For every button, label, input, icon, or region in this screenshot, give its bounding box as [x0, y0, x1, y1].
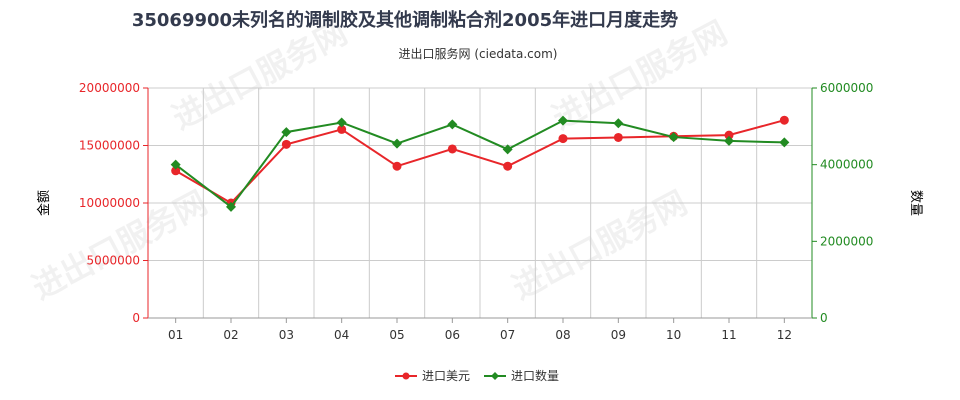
left-axis-title: 金额 — [36, 190, 52, 216]
data-point-import-quantity — [613, 118, 624, 129]
data-point-import-quantity — [447, 119, 458, 130]
data-point-import-usd — [447, 144, 457, 154]
grid-lines — [147, 87, 813, 319]
right-axis-ticks: 0 2000000 4000000 6000000 — [812, 81, 873, 325]
data-point-import-quantity — [668, 132, 679, 143]
data-point-import-quantity — [779, 137, 790, 148]
series-line-import-quantity — [175, 119, 785, 209]
x-tick-label: 01 — [168, 328, 183, 342]
data-point-import-quantity — [336, 117, 347, 128]
data-point-import-usd — [558, 134, 568, 144]
right-tick-label: 6000000 — [820, 81, 873, 95]
x-tick-label: 08 — [555, 328, 570, 342]
x-tick-label: 07 — [500, 328, 515, 342]
x-tick-label: 06 — [445, 328, 460, 342]
data-point-import-usd — [613, 132, 623, 142]
data-point-import-usd — [281, 139, 291, 149]
watermark-text: 进出口服务网 — [166, 13, 353, 137]
legend: 进口美元 进口数量 — [395, 368, 559, 383]
data-point-import-usd — [392, 161, 402, 171]
x-tick-label: 04 — [334, 328, 349, 342]
data-point-import-usd — [503, 161, 513, 171]
left-tick-label: 20000000 — [79, 81, 140, 95]
watermark-text: 进出口服务网 — [546, 13, 733, 137]
x-axis-ticks: 01 02 03 04 05 06 07 08 09 10 11 12 — [168, 318, 792, 342]
data-point-import-usd — [724, 130, 734, 140]
legend-marker-import-usd — [402, 372, 410, 380]
right-tick-label: 4000000 — [820, 158, 873, 172]
data-point-import-quantity — [226, 201, 236, 212]
chart-title: 35069900未列名的调制胶及其他调制粘合剂2005年进口月度走势 — [132, 9, 678, 31]
data-point-import-quantity — [502, 144, 513, 155]
right-tick-label: 0 — [820, 311, 828, 325]
x-tick-label: 02 — [223, 328, 238, 342]
left-tick-label: 15000000 — [79, 139, 140, 153]
data-point-import-quantity — [558, 115, 568, 126]
data-point-import-quantity — [170, 159, 181, 170]
watermark-text: 进出口服务网 — [506, 183, 693, 307]
left-tick-label: 5000000 — [87, 254, 140, 268]
data-point-import-quantity — [281, 127, 292, 138]
data-point-import-quantity — [724, 135, 734, 146]
x-tick-label: 11 — [721, 328, 736, 342]
right-axis-title: 数量 — [908, 190, 923, 216]
x-tick-label: 09 — [611, 328, 626, 342]
legend-item-import-usd[interactable]: 进口美元 — [395, 369, 470, 383]
legend-label-import-quantity: 进口数量 — [511, 368, 559, 383]
left-tick-label: 10000000 — [79, 196, 140, 210]
x-tick-label: 03 — [279, 328, 294, 342]
left-axis-ticks: 0 5000000 10000000 15000000 20000000 — [79, 81, 148, 325]
chart-subtitle: 进出口服务网 (ciedata.com) — [399, 46, 558, 61]
legend-label-import-usd: 进口美元 — [422, 369, 470, 383]
data-point-import-usd — [337, 124, 347, 134]
legend-marker-import-quantity — [491, 372, 499, 380]
data-point-import-usd — [779, 115, 789, 125]
x-tick-label: 10 — [666, 328, 681, 342]
data-point-import-usd — [171, 166, 181, 176]
legend-item-import-quantity[interactable]: 进口数量 — [484, 368, 559, 383]
series-layer — [170, 115, 790, 212]
right-tick-label: 2000000 — [820, 234, 873, 248]
data-point-import-quantity — [392, 138, 402, 149]
left-tick-label: 0 — [132, 311, 140, 325]
x-tick-label: 05 — [389, 328, 404, 342]
x-tick-label: 12 — [777, 328, 792, 342]
series-line-import-usd — [175, 119, 785, 205]
